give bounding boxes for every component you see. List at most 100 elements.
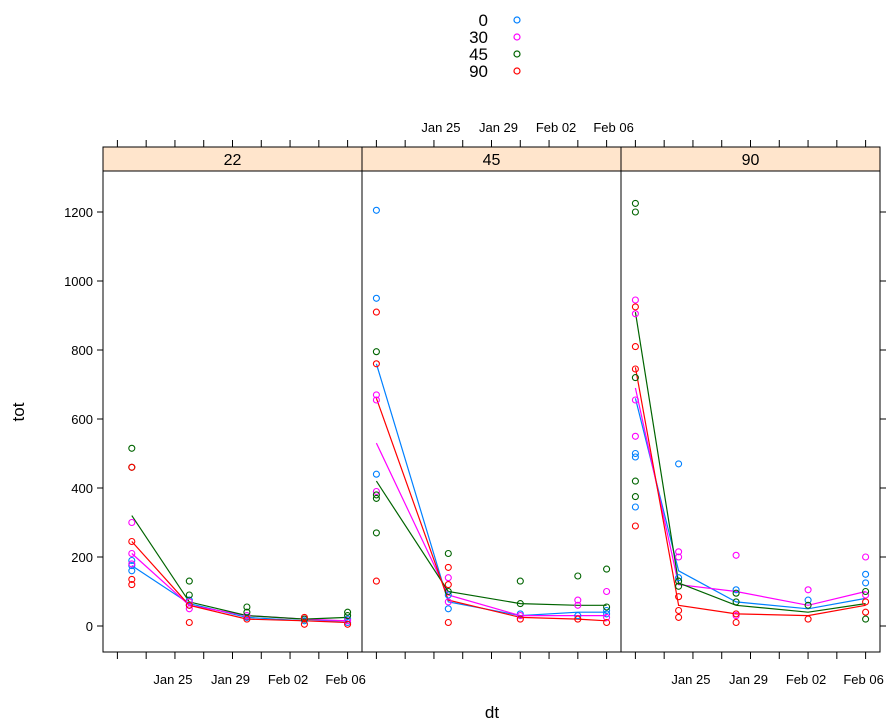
- point-90-90-0: [631, 303, 639, 311]
- point-90-90-10: [862, 598, 870, 606]
- point-22-90-1: [128, 537, 136, 546]
- point-22-30-7: [344, 617, 352, 625]
- legend-symbol-45: [513, 50, 521, 58]
- x-tick-label-bottom: Feb 06: [325, 672, 365, 687]
- x-axis-label: dt: [485, 703, 499, 722]
- point-90-45-3: [631, 477, 639, 485]
- point-45-45-3: [372, 529, 380, 537]
- line-45-0: [375, 363, 607, 617]
- point-22-0-0: [128, 567, 136, 575]
- point-90-30-5: [675, 553, 683, 561]
- point-90-30-0: [631, 296, 639, 304]
- point-22-45-5: [243, 608, 251, 616]
- point-22-90-0: [128, 463, 136, 471]
- point-45-30-5: [516, 612, 524, 620]
- point-45-30-0: [372, 391, 380, 399]
- point-45-30-1: [372, 396, 380, 404]
- point-45-45-9: [603, 565, 611, 573]
- point-90-30-4: [675, 548, 683, 556]
- point-22-45-8: [344, 612, 352, 620]
- point-45-0-7: [603, 610, 611, 618]
- point-22-30-0: [128, 549, 136, 558]
- point-45-90-0: [372, 308, 380, 316]
- axes: 0 200 400 600 800 1000 1200 Jan 25 Jan 29 Feb 02 F…: [64, 120, 886, 687]
- strip-label-45: 45: [483, 152, 501, 169]
- legend-symbol-30: [513, 33, 521, 41]
- strip-label-22: 22: [224, 152, 242, 169]
- point-45-90-5: [444, 618, 452, 627]
- strip-label-90: 90: [742, 152, 760, 169]
- point-22-0-2: [128, 556, 136, 565]
- line-90-45: [634, 312, 866, 613]
- point-90-45-8: [732, 598, 740, 606]
- x-tick-label-top: Feb 02: [536, 120, 576, 135]
- point-45-90-6: [516, 615, 524, 623]
- line-22-45: [131, 515, 348, 620]
- point-45-45-4: [444, 549, 452, 558]
- point-22-90-7: [300, 620, 308, 628]
- x-tick-label-bottom: Jan 25: [671, 672, 710, 687]
- point-45-45-0: [372, 348, 380, 356]
- legend-label-45: 45: [469, 45, 488, 64]
- point-22-45-4: [243, 603, 251, 611]
- point-90-30-2: [631, 396, 639, 404]
- y-tick-label-1200: 1200: [64, 205, 93, 220]
- panel-border-90: [620, 146, 881, 653]
- strip-45: [361, 146, 622, 172]
- point-90-45-5: [675, 577, 683, 585]
- legend-symbol-90: [513, 67, 521, 75]
- point-45-90-1: [372, 360, 380, 368]
- point-90-0-1: [631, 453, 639, 461]
- point-90-90-11: [862, 608, 870, 616]
- point-90-90-8: [732, 618, 740, 627]
- point-90-45-1: [631, 208, 639, 216]
- point-90-0-2: [631, 503, 639, 511]
- panel-border-22: [102, 146, 363, 653]
- x-tick-label-top: Jan 29: [479, 120, 518, 135]
- panel-22: 22: [102, 146, 363, 653]
- point-22-30-5: [243, 612, 251, 620]
- point-90-90-5: [675, 606, 683, 615]
- x-tick-label-top: Feb 06: [593, 120, 633, 135]
- point-45-45-10: [603, 603, 611, 611]
- legend-label-0: 0: [479, 11, 488, 30]
- point-22-45-3: [185, 591, 193, 599]
- point-90-45-10: [862, 587, 870, 596]
- x-tick-label-bottom: Jan 29: [211, 672, 250, 687]
- point-90-90-1: [631, 343, 639, 351]
- point-90-30-3: [631, 432, 639, 440]
- point-90-45-0: [631, 199, 639, 207]
- point-22-30-3: [185, 598, 193, 606]
- x-tick-label-bottom: Jan 25: [153, 672, 192, 687]
- point-45-90-4: [444, 581, 452, 589]
- point-90-90-2: [631, 365, 639, 373]
- x-tick-label-bottom: Feb 06: [843, 672, 883, 687]
- point-90-0-8: [862, 579, 870, 587]
- point-90-45-6: [675, 582, 683, 590]
- panels: 22 45 90: [102, 146, 881, 653]
- line-90-90: [634, 367, 866, 617]
- point-22-90-8: [300, 613, 308, 621]
- line-45-30: [375, 442, 607, 617]
- panel-border-45: [361, 146, 622, 653]
- y-tick-label-200: 200: [71, 550, 93, 565]
- point-22-45-2: [185, 577, 193, 585]
- point-90-90-4: [675, 593, 683, 601]
- point-90-45-11: [862, 615, 870, 623]
- point-45-30-3: [444, 574, 452, 582]
- line-45-45: [375, 480, 607, 606]
- panel-45: 45: [361, 146, 622, 653]
- point-90-45-4: [631, 493, 639, 501]
- x-tick-label-bottom: Feb 02: [786, 672, 826, 687]
- point-45-30-9: [603, 613, 611, 621]
- strip-22: [102, 146, 363, 172]
- point-45-0-8: [603, 606, 611, 615]
- y-tick-label-1000: 1000: [64, 274, 93, 289]
- point-90-0-7: [862, 570, 870, 578]
- point-90-90-9: [804, 615, 812, 623]
- line-22-0: [131, 565, 348, 622]
- point-45-45-8: [574, 572, 582, 580]
- line-90-30: [634, 387, 866, 606]
- point-45-90-8: [603, 618, 611, 627]
- point-22-90-3: [128, 581, 136, 589]
